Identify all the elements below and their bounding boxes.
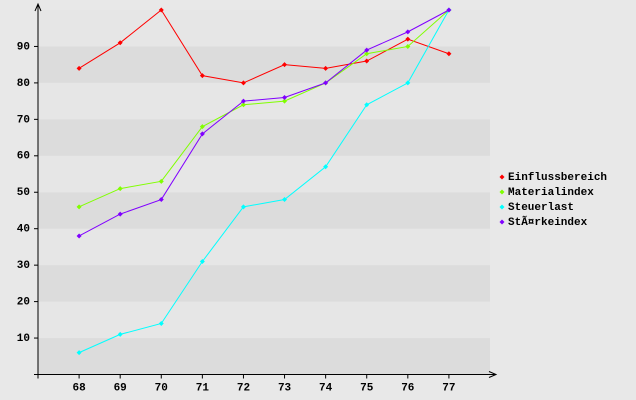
data-point — [364, 51, 370, 57]
grid-band — [38, 82, 490, 120]
legend-marker — [499, 189, 505, 195]
data-point — [323, 65, 329, 71]
x-tick-label: 74 — [319, 382, 333, 394]
legend-marker — [499, 219, 505, 225]
legend-marker — [499, 174, 505, 180]
grid-band — [38, 301, 490, 339]
data-point — [158, 197, 164, 203]
data-point — [323, 164, 329, 170]
x-tick-label: 70 — [155, 382, 168, 394]
data-point — [76, 204, 82, 210]
grid-band — [38, 155, 490, 193]
data-point — [240, 102, 246, 108]
x-tick-label: 75 — [360, 382, 374, 394]
y-tick-label: 30 — [17, 260, 30, 272]
grid-band — [38, 10, 490, 47]
data-point — [282, 94, 288, 100]
data-point — [282, 62, 288, 68]
data-point — [364, 47, 370, 53]
data-point — [117, 211, 123, 217]
y-tick-label: 70 — [17, 114, 30, 126]
data-point — [364, 102, 370, 108]
y-arrow — [34, 2, 42, 12]
legend-label: Materialindex — [508, 187, 594, 199]
y-tick-label: 60 — [17, 151, 30, 163]
series-line — [78, 9, 450, 208]
data-point — [76, 233, 82, 239]
y-tick-label: 40 — [17, 224, 30, 236]
legend-label: StÃ¤rkeindex — [508, 215, 588, 229]
series-line — [78, 9, 450, 354]
data-point — [158, 178, 164, 184]
data-point — [240, 204, 246, 210]
y-tick-label: 50 — [17, 187, 30, 199]
grid-band — [38, 228, 490, 266]
data-point — [199, 131, 205, 137]
grid-band — [38, 192, 490, 229]
x-tick-label: 76 — [401, 382, 414, 394]
y-tick-label: 80 — [17, 78, 30, 90]
data-point — [446, 7, 452, 13]
legend-label: Steuerlast — [508, 202, 574, 214]
x-tick-label: 73 — [278, 382, 292, 394]
grid-band — [38, 119, 490, 156]
y-tick-label: 90 — [17, 41, 30, 53]
data-point — [76, 350, 82, 356]
x-tick-label: 69 — [114, 382, 127, 394]
data-point — [199, 259, 205, 265]
data-point — [405, 80, 411, 86]
x-tick-label: 71 — [196, 382, 210, 394]
grid-band — [38, 338, 490, 375]
y-tick-label: 10 — [17, 333, 30, 345]
data-point — [117, 331, 123, 337]
y-tick-label: 20 — [17, 297, 30, 309]
data-point — [117, 40, 123, 46]
grid-band — [38, 265, 490, 302]
data-point — [405, 36, 411, 42]
legend-marker — [499, 204, 505, 210]
data-point — [158, 320, 164, 326]
x-tick-label: 72 — [237, 382, 250, 394]
data-point — [282, 197, 288, 203]
data-point — [364, 58, 370, 64]
data-point — [199, 124, 205, 130]
data-point — [323, 80, 329, 86]
series-line — [78, 9, 450, 237]
data-point — [405, 29, 411, 35]
x-tick-label: 77 — [442, 382, 455, 394]
data-point — [240, 98, 246, 104]
data-point — [117, 186, 123, 192]
legend-label: Einflussbereich — [508, 172, 607, 184]
x-tick-label: 68 — [72, 382, 86, 394]
data-point — [446, 51, 452, 57]
data-point — [240, 80, 246, 86]
x-arrow — [488, 371, 498, 378]
data-point — [405, 43, 411, 49]
grid-band — [38, 46, 490, 83]
data-point — [158, 7, 164, 13]
data-point — [76, 65, 82, 71]
data-point — [282, 98, 288, 104]
data-point — [199, 73, 205, 79]
